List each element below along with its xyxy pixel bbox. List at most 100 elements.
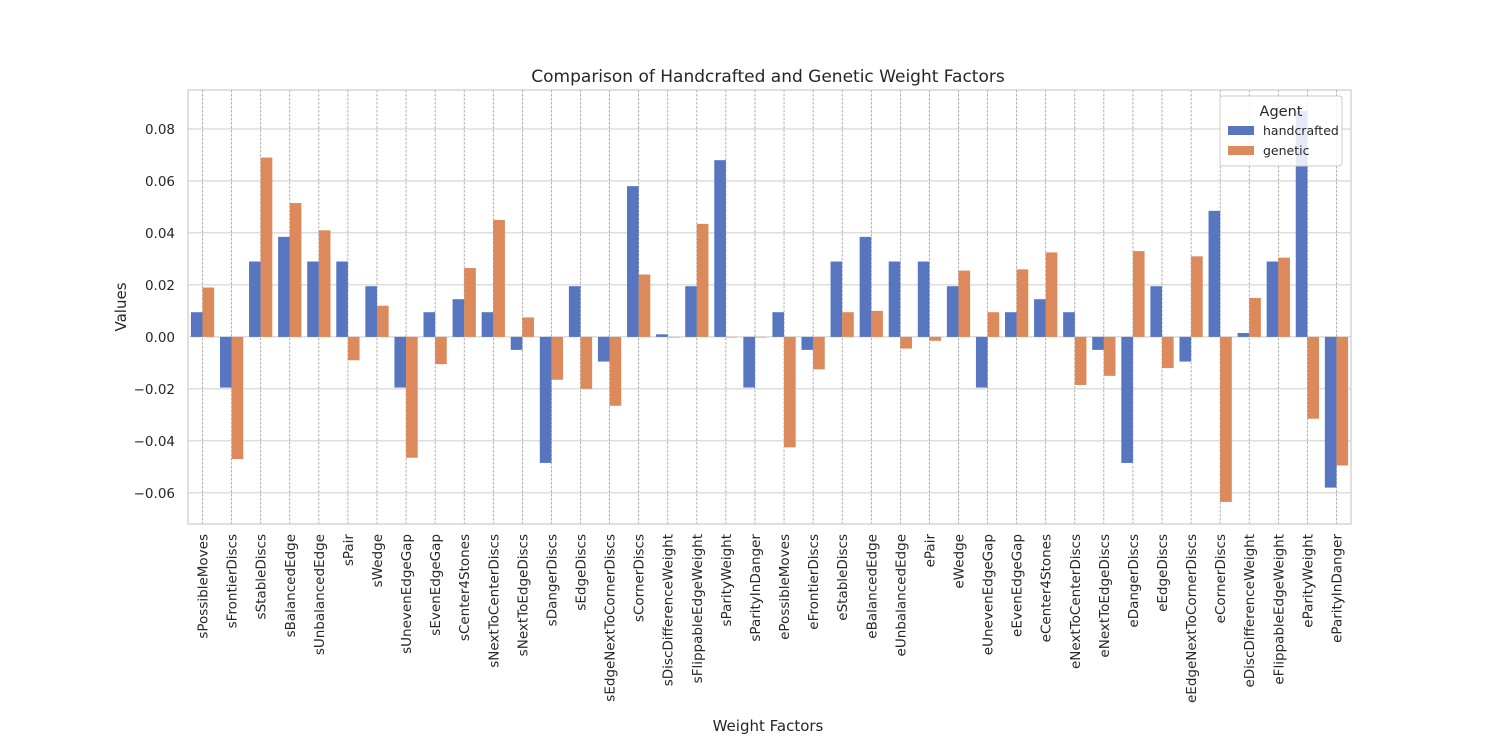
x-tick-label: sDiscDifferenceWeight xyxy=(661,534,677,686)
bar-genetic-eEvenEdgeGap xyxy=(1016,269,1029,337)
x-tick-label: eUnevenEdgeGap xyxy=(981,534,997,655)
bar-handcrafted-eFrontierDiscs xyxy=(801,336,814,350)
y-tick-label: 0.04 xyxy=(145,226,175,242)
bar-handcrafted-sEdgeDiscs xyxy=(568,286,581,337)
bar-handcrafted-sWedge xyxy=(365,286,377,337)
bar-handcrafted-eBalancedEdge xyxy=(859,236,872,337)
bar-genetic-eFlippableEdgeWeight xyxy=(1278,257,1290,337)
legend-swatch-genetic xyxy=(1228,146,1254,155)
bar-handcrafted-sEdgeNextToCornerDiscs xyxy=(597,336,610,362)
x-tick-label: sNextToCenterDiscs xyxy=(486,534,502,668)
bar-handcrafted-eDangerDiscs xyxy=(1121,336,1133,463)
bar-handcrafted-eEdgeDiscs xyxy=(1150,286,1163,337)
bar-genetic-sUnbalancedEdge xyxy=(318,230,331,337)
bar-genetic-eCornerDiscs xyxy=(1220,336,1232,502)
x-tick-label: ePair xyxy=(922,534,938,568)
bar-genetic-sDangerDiscs xyxy=(551,336,564,380)
legend: Agent handcrafted genetic xyxy=(1219,95,1343,167)
x-tick-label: sStableDiscs xyxy=(254,534,270,619)
bar-handcrafted-eDiscDifferenceWeight xyxy=(1237,332,1250,337)
x-tick-label: eDangerDiscs xyxy=(1126,534,1142,628)
x-tick-label: sDangerDiscs xyxy=(544,534,560,626)
bar-genetic-sUnevenEdgeGap xyxy=(406,336,418,458)
x-tick-label: sPair xyxy=(341,534,357,567)
bars xyxy=(190,110,1349,502)
bar-handcrafted-eParityInDanger xyxy=(1324,336,1337,488)
x-tick-label: eFrontierDiscs xyxy=(806,534,822,630)
bar-genetic-eUnbalancedEdge xyxy=(900,336,912,349)
x-tick-label: sParityWeight xyxy=(719,534,735,626)
bar-handcrafted-sFrontierDiscs xyxy=(219,336,232,388)
x-axis-ticks: sPossibleMoves sFrontierDiscs sStableDiscs… xyxy=(196,534,1346,703)
bar-genetic-sCenter4Stones xyxy=(464,268,476,337)
x-tick-label: sCenter4Stones xyxy=(457,534,473,641)
bar-genetic-eBalancedEdge xyxy=(871,310,883,337)
bar-genetic-sEdgeNextToCornerDiscs xyxy=(609,336,622,406)
bar-genetic-sNextToCenterDiscs xyxy=(493,219,505,337)
y-axis-label: Values xyxy=(112,282,130,331)
x-tick-label: eEdgeDiscs xyxy=(1155,534,1171,612)
bar-genetic-sFrontierDiscs xyxy=(231,336,244,460)
bar-genetic-sBalancedEdge xyxy=(289,203,302,337)
bar-genetic-eUnevenEdgeGap xyxy=(987,312,1000,337)
bar-handcrafted-sStableDiscs xyxy=(249,261,261,337)
x-tick-label: sUnevenEdgeGap xyxy=(399,534,415,654)
bar-handcrafted-sCenter4Stones xyxy=(452,299,465,337)
x-tick-label: eNextToCenterDiscs xyxy=(1068,534,1084,669)
x-tick-label: eCornerDiscs xyxy=(1213,534,1229,623)
bar-handcrafted-sCornerDiscs xyxy=(627,186,639,337)
y-tick-label: 0.00 xyxy=(145,330,175,346)
plot-frame xyxy=(187,89,1352,525)
bar-handcrafted-ePair xyxy=(917,261,930,337)
x-tick-label: eFlippableEdgeWeight xyxy=(1271,534,1287,685)
chart-title: Comparison of Handcrafted and Genetic We… xyxy=(531,67,1005,87)
x-tick-label: eWedge xyxy=(951,534,967,589)
bar-genetic-sParityInDanger xyxy=(754,336,767,338)
x-tick-label: sFlippableEdgeWeight xyxy=(690,534,706,683)
bar-genetic-eNextToCenterDiscs xyxy=(1074,336,1087,385)
x-tick-label: sFrontierDiscs xyxy=(225,534,241,628)
bar-genetic-ePair xyxy=(929,336,942,341)
bar-genetic-sPair xyxy=(347,336,360,361)
bar-handcrafted-eEvenEdgeGap xyxy=(1005,312,1017,337)
x-tick-label: sPossibleMoves xyxy=(196,534,212,639)
bar-genetic-sEvenEdgeGap xyxy=(435,336,447,365)
bar-genetic-sDiscDifferenceWeight xyxy=(667,336,680,338)
legend-label-handcrafted: handcrafted xyxy=(1263,123,1339,138)
bar-genetic-sFlippableEdgeWeight xyxy=(696,223,709,337)
bar-handcrafted-eCenter4Stones xyxy=(1034,299,1046,337)
x-tick-label: eStableDiscs xyxy=(835,534,851,621)
bar-genetic-eCenter4Stones xyxy=(1045,252,1058,337)
bar-handcrafted-sFlippableEdgeWeight xyxy=(685,286,697,337)
y-tick-label: 0.02 xyxy=(145,278,175,294)
x-tick-label: sParityInDanger xyxy=(748,534,764,642)
x-tick-label: eEvenEdgeGap xyxy=(1010,534,1026,637)
bar-handcrafted-sUnevenEdgeGap xyxy=(394,336,407,388)
bar-genetic-eEdgeDiscs xyxy=(1162,336,1174,369)
bar-handcrafted-sDangerDiscs xyxy=(539,336,552,463)
x-tick-label: eCenter4Stones xyxy=(1039,534,1055,642)
bar-genetic-eWedge xyxy=(958,270,971,337)
bar-genetic-sWedge xyxy=(376,305,389,337)
bar-handcrafted-sPossibleMoves xyxy=(190,312,203,337)
x-tick-label: eNextToEdgeDiscs xyxy=(1097,534,1113,658)
bar-genetic-eDangerDiscs xyxy=(1132,251,1145,337)
bar-handcrafted-ePossibleMoves xyxy=(772,312,785,337)
x-tick-label: eEdgeNextToCornerDiscs xyxy=(1184,534,1200,703)
x-tick-label: eBalancedEdge xyxy=(864,534,880,639)
legend-label-genetic: genetic xyxy=(1263,143,1310,158)
bar-genetic-eDiscDifferenceWeight xyxy=(1249,297,1261,337)
legend-title: Agent xyxy=(1260,104,1303,120)
bar-genetic-eParityInDanger xyxy=(1336,336,1349,466)
bar-handcrafted-eFlippableEdgeWeight xyxy=(1266,261,1279,337)
bar-handcrafted-sEvenEdgeGap xyxy=(423,312,436,337)
x-tick-label: sCornerDiscs xyxy=(632,534,648,622)
x-tick-label: eDiscDifferenceWeight xyxy=(1242,534,1258,688)
x-tick-label: sEdgeDiscs xyxy=(574,534,590,611)
x-tick-label: eParityWeight xyxy=(1300,534,1316,628)
bar-handcrafted-sNextToCenterDiscs xyxy=(481,312,494,337)
bar-handcrafted-eNextToEdgeDiscs xyxy=(1092,336,1104,350)
x-tick-label: sNextToEdgeDiscs xyxy=(515,534,531,656)
bar-handcrafted-sParityInDanger xyxy=(743,336,755,388)
